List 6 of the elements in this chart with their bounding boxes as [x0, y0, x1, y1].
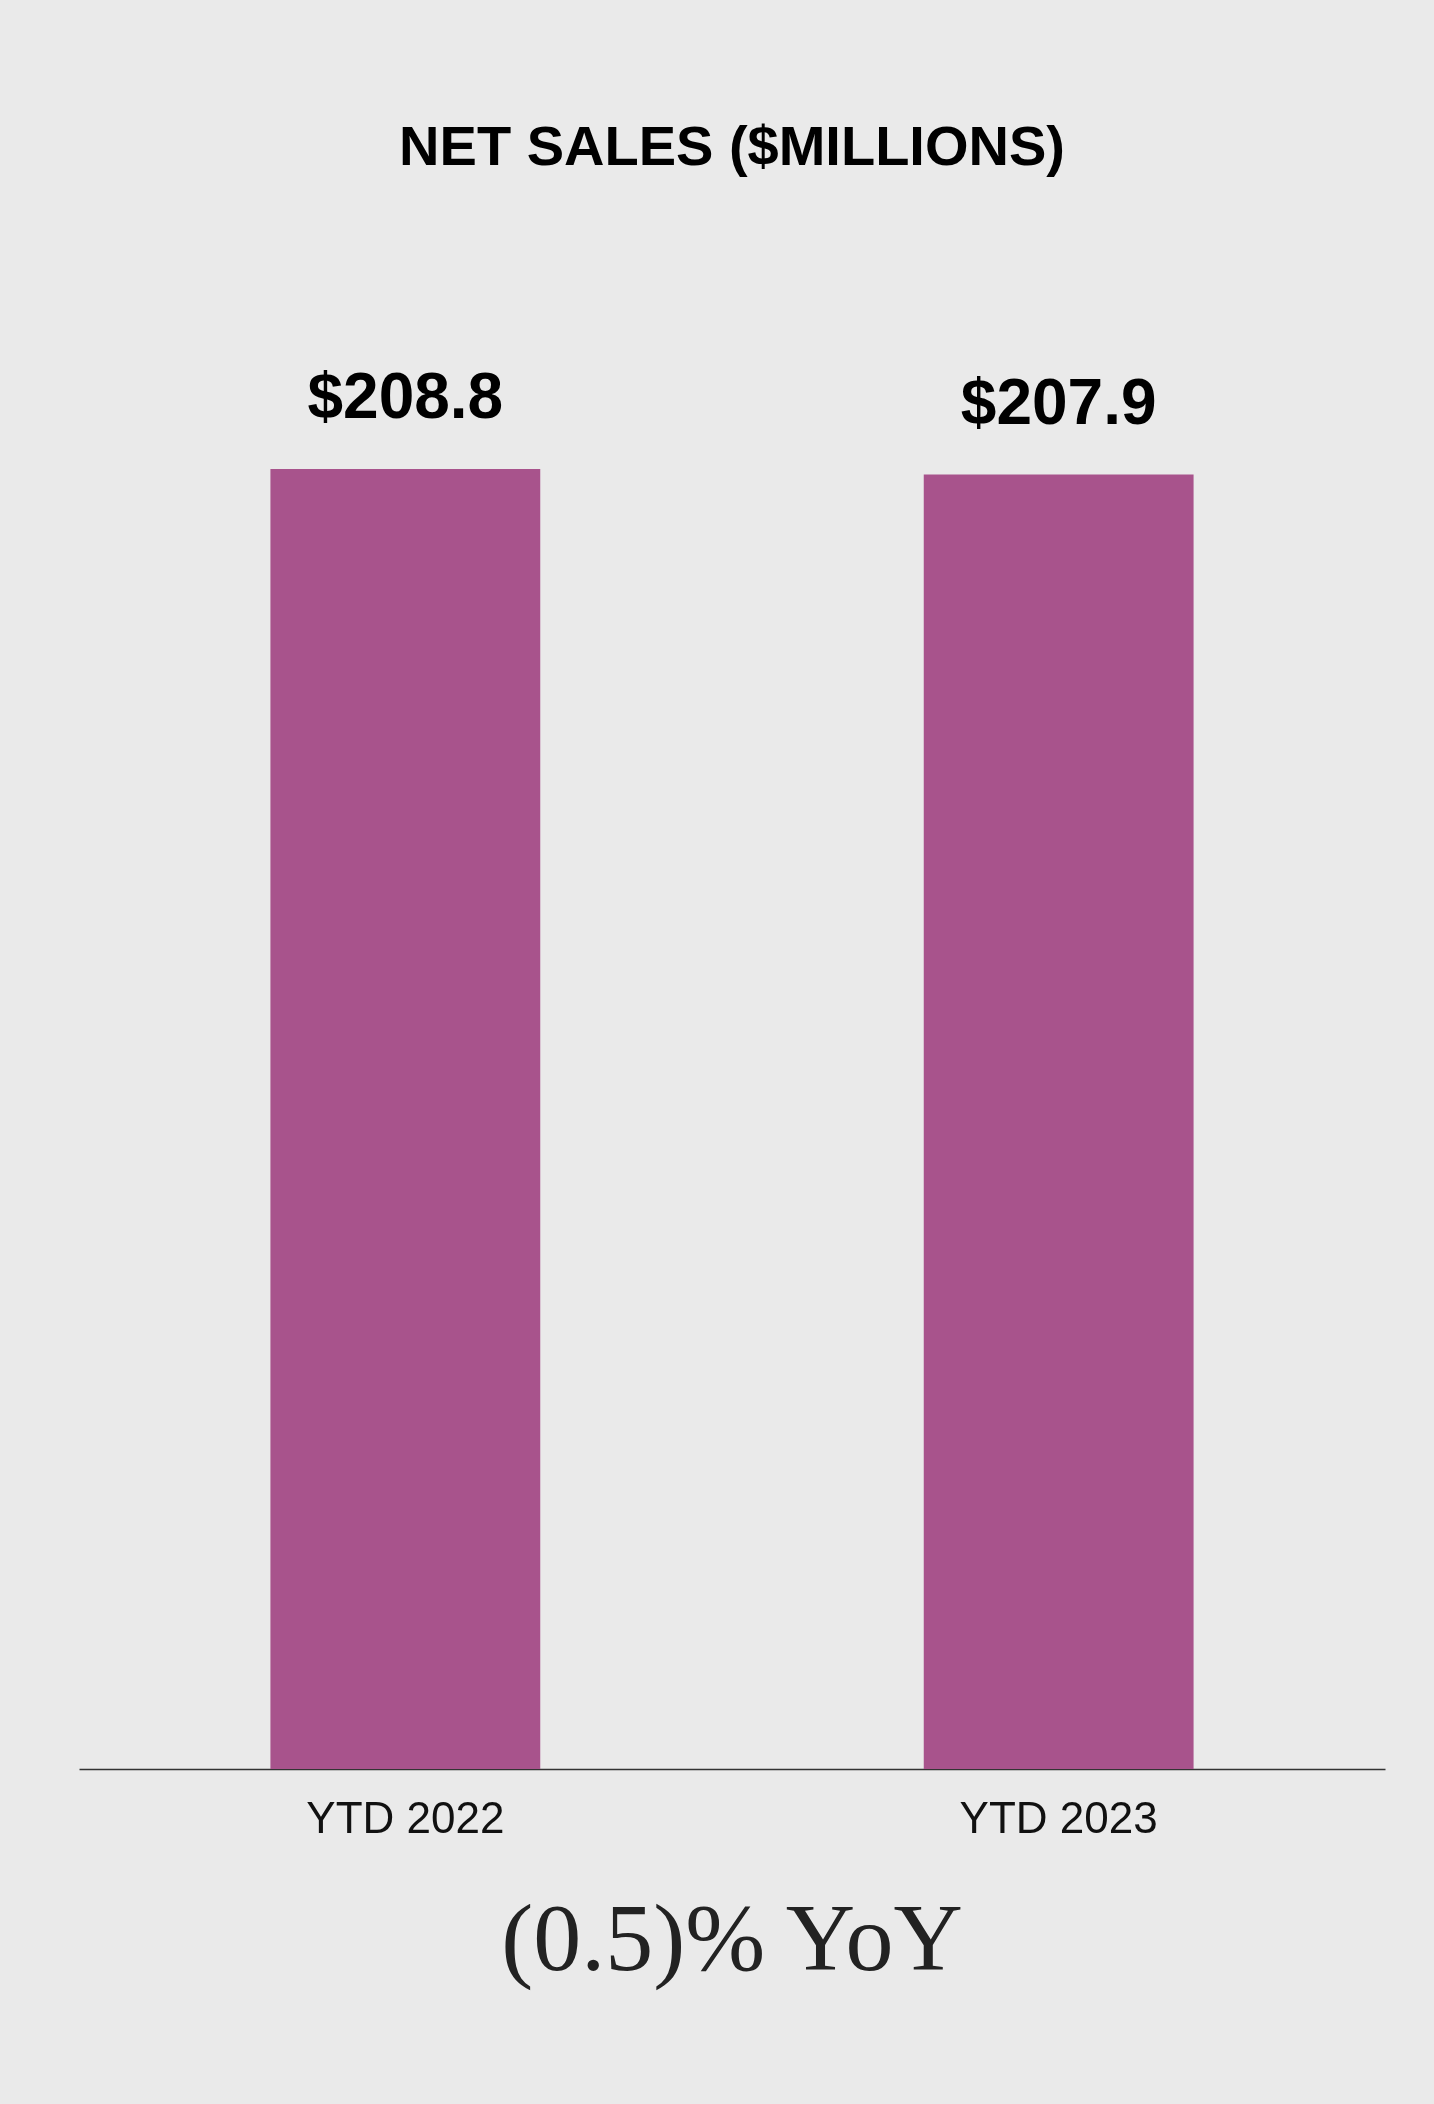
data-label: $208.8: [307, 360, 504, 432]
chart-title: NET SALES ($MILLIONS): [399, 114, 1065, 177]
x-tick-label: YTD 2022: [306, 1792, 505, 1842]
data-label: $207.9: [960, 365, 1157, 438]
text: (0.5)% YoY: [501, 1884, 963, 1991]
x-tick-label: YTD 2023: [959, 1792, 1158, 1842]
